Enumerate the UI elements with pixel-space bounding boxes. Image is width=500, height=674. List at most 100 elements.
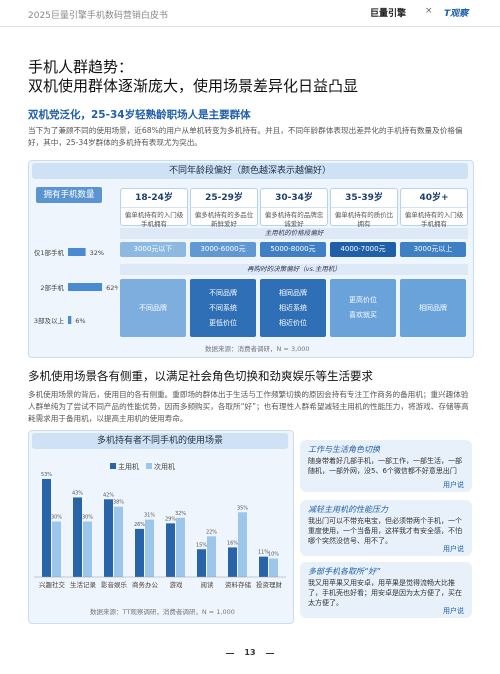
logo: 巨量引擎 xyxy=(370,9,407,19)
value-label: 43% xyxy=(72,490,83,496)
decision-item: 不同系统 xyxy=(209,303,237,312)
header-title: 2025巨量引擎手机数码营销白皮书 xyxy=(28,11,168,21)
source: 数据来源：TT观察调研，消费者调研，N = 1,000 xyxy=(90,608,235,616)
separator: × xyxy=(425,6,433,16)
decision-item: 不同品牌 xyxy=(139,303,167,312)
category-label: 2部手机 xyxy=(40,283,64,292)
panel-title: 不同年龄段偏好（颜色越深表示越偏好） xyxy=(32,163,468,179)
source: 数据来源：消费者调研，N = 3,000 xyxy=(205,345,310,353)
age-label: 40岁+ xyxy=(401,189,467,208)
value-label: 26% xyxy=(134,522,145,528)
bar xyxy=(259,556,268,577)
legend-swatch xyxy=(146,463,152,469)
decision-box: 不同品牌 xyxy=(120,279,186,337)
title: 双机使用群体逐渐庞大，使用场景差异化日益凸显 xyxy=(28,77,359,95)
column-desc: 偏多机持有的品牌忠诚爱好 xyxy=(264,211,324,228)
decision-item: 相近系统 xyxy=(279,303,307,312)
value-label: 35% xyxy=(237,505,248,511)
price-box: 4000-7000元 xyxy=(330,242,396,257)
price-box: 3000元以上 xyxy=(400,242,466,257)
bar xyxy=(68,283,103,291)
value-label: 22% xyxy=(206,529,217,535)
strip-label: 再购时的决策偏好（vs.主用机） xyxy=(120,264,468,275)
chart-title: 多机持有者不同手机的使用场景 xyxy=(32,433,288,449)
value-label: 16% xyxy=(227,540,238,546)
bar xyxy=(73,497,82,577)
quote-title: 减轻主用机的性能压力 xyxy=(308,505,388,514)
quote-card: 多部手机各取所“好” 我又用苹果又用安卓，用苹果是觉得流畅大比推了，手机壳也好看；… xyxy=(300,562,472,618)
bar xyxy=(135,528,144,577)
bar xyxy=(228,547,237,577)
title: 手机人群趋势： xyxy=(28,58,134,76)
decision-box: 更高价位 喜欢就买 xyxy=(330,279,396,337)
quote-card: 工作与生活角色切换随身带着好几部手机，一部工作，一部生活，一部随机，一部外网，没… xyxy=(300,440,472,492)
paragraph: 当下为了兼顾不同的使用场景，近68%的用户从单机转变为多机持有。并且，不同年龄群… xyxy=(28,126,463,147)
legend-swatch xyxy=(110,463,116,469)
column-header: 30-34岁 偏多机持有的品牌忠诚爱好 xyxy=(260,188,328,228)
value-label: 62% xyxy=(106,284,118,292)
deco xyxy=(266,653,274,654)
age-label: 18-24岁 xyxy=(121,189,187,208)
column-desc: 偏单机持有的入门级手机拥有 xyxy=(124,211,184,228)
x-tick-label: 生活记录 xyxy=(70,580,97,589)
quote-by: 用户说 xyxy=(443,607,464,615)
quote-by: 用户说 xyxy=(443,545,464,553)
divider xyxy=(0,26,500,27)
value-label: 15% xyxy=(196,542,207,548)
quote-text: 我出门可以不带充电宝，但必须带两个手机，一个重度使用，一个当备用，这样我才有安全… xyxy=(308,517,462,545)
x-tick-label: 影音娱乐 xyxy=(101,580,128,589)
decision-box: 不同品牌 不同系统 更低价位 xyxy=(190,279,256,337)
quote-title: 工作与生活角色切换 xyxy=(308,445,380,454)
x-tick-label: 兴趣社交 xyxy=(39,580,66,589)
decision-item: 不同品牌 xyxy=(209,288,237,297)
column-header: 35-39岁 偏单机持有的质价比拥有 xyxy=(330,188,398,228)
decision-item: 相同品牌 xyxy=(279,288,307,297)
decision-box: 相同品牌 xyxy=(400,279,466,337)
decision-item: 相近价位 xyxy=(279,318,307,327)
price-box: 3000-6000元 xyxy=(190,242,256,257)
quote-by: 用户说 xyxy=(443,481,464,489)
column-desc: 偏多机持有的多品位新鲜爱好 xyxy=(194,211,254,228)
value-label: 42% xyxy=(103,492,114,498)
value-label: 29% xyxy=(165,516,176,522)
decision-item: 更高价位 xyxy=(349,296,377,304)
category-label: 3部及以上 xyxy=(34,316,65,325)
bar xyxy=(207,536,216,577)
decision-item: 相同品牌 xyxy=(419,303,447,312)
bar xyxy=(197,549,206,577)
x-tick-label: 商务办公 xyxy=(132,580,159,589)
quote-text: 我又用苹果又用安卓，用苹果是觉得流畅大比推了，手机壳也好看；用安卓是因为太方便了… xyxy=(308,579,462,607)
bar xyxy=(52,521,61,577)
value-label: 38% xyxy=(113,500,124,506)
page-number: 13 xyxy=(244,648,256,657)
value-label: 10% xyxy=(268,552,279,558)
paragraph: 多机使用场景的背后，使用目的各有侧重。重即场的群体出于生活与工作频繁切换的原因会… xyxy=(28,390,469,423)
bar xyxy=(145,519,154,577)
value-label: 32% xyxy=(90,249,104,257)
heading: 多机使用场景各有侧重，以满足社会角色切换和劲爽娱乐等生活要求 xyxy=(28,369,373,383)
x-tick-label: 投资理财 xyxy=(256,580,283,589)
legend-label: 次用机 xyxy=(154,462,175,471)
price-box: 3000元以下 xyxy=(120,242,186,257)
bar xyxy=(114,506,123,577)
column-header: 40岁+ 偏单机持有的入门级手机拥有 xyxy=(400,188,468,228)
price-box: 5000-8000元 xyxy=(260,242,326,257)
quote-text: 随身带着好几部手机，一部工作，一部生活，一部随机，一部外网，没5、6个微信都不好… xyxy=(308,457,462,475)
logo: T观察 xyxy=(444,9,469,19)
age-label: 30-34岁 xyxy=(261,189,327,208)
quote-title: 多部手机各取所“好” xyxy=(308,567,381,576)
legend-label: 主用机 xyxy=(118,462,139,471)
decision-box: 相同品牌相近系统相近价位 xyxy=(260,279,326,337)
bar-chart: 主用机 53% 43% 42% 26% 29% 15% 16% 11% 次用机 30% 30% 38% 3… xyxy=(34,462,286,589)
x-tick-label: 资料存储 xyxy=(225,580,252,589)
x-tick-label: 阅读 xyxy=(201,580,215,589)
hbar-chart: 仅1部手机 32% 2部手机 62% 3部及以上 6% xyxy=(34,248,118,325)
subtitle: 双机党泛化，25-34岁轻熟龄职场人是主要群体 xyxy=(28,109,251,121)
strip-label: 主用机的价格段偏好 xyxy=(120,228,468,239)
bar xyxy=(68,316,72,324)
bar xyxy=(104,499,113,577)
value-label: 30% xyxy=(82,515,93,521)
age-label: 35-39岁 xyxy=(331,189,397,208)
category-label: 仅1部手机 xyxy=(34,248,65,257)
value-label: 31% xyxy=(144,513,155,519)
